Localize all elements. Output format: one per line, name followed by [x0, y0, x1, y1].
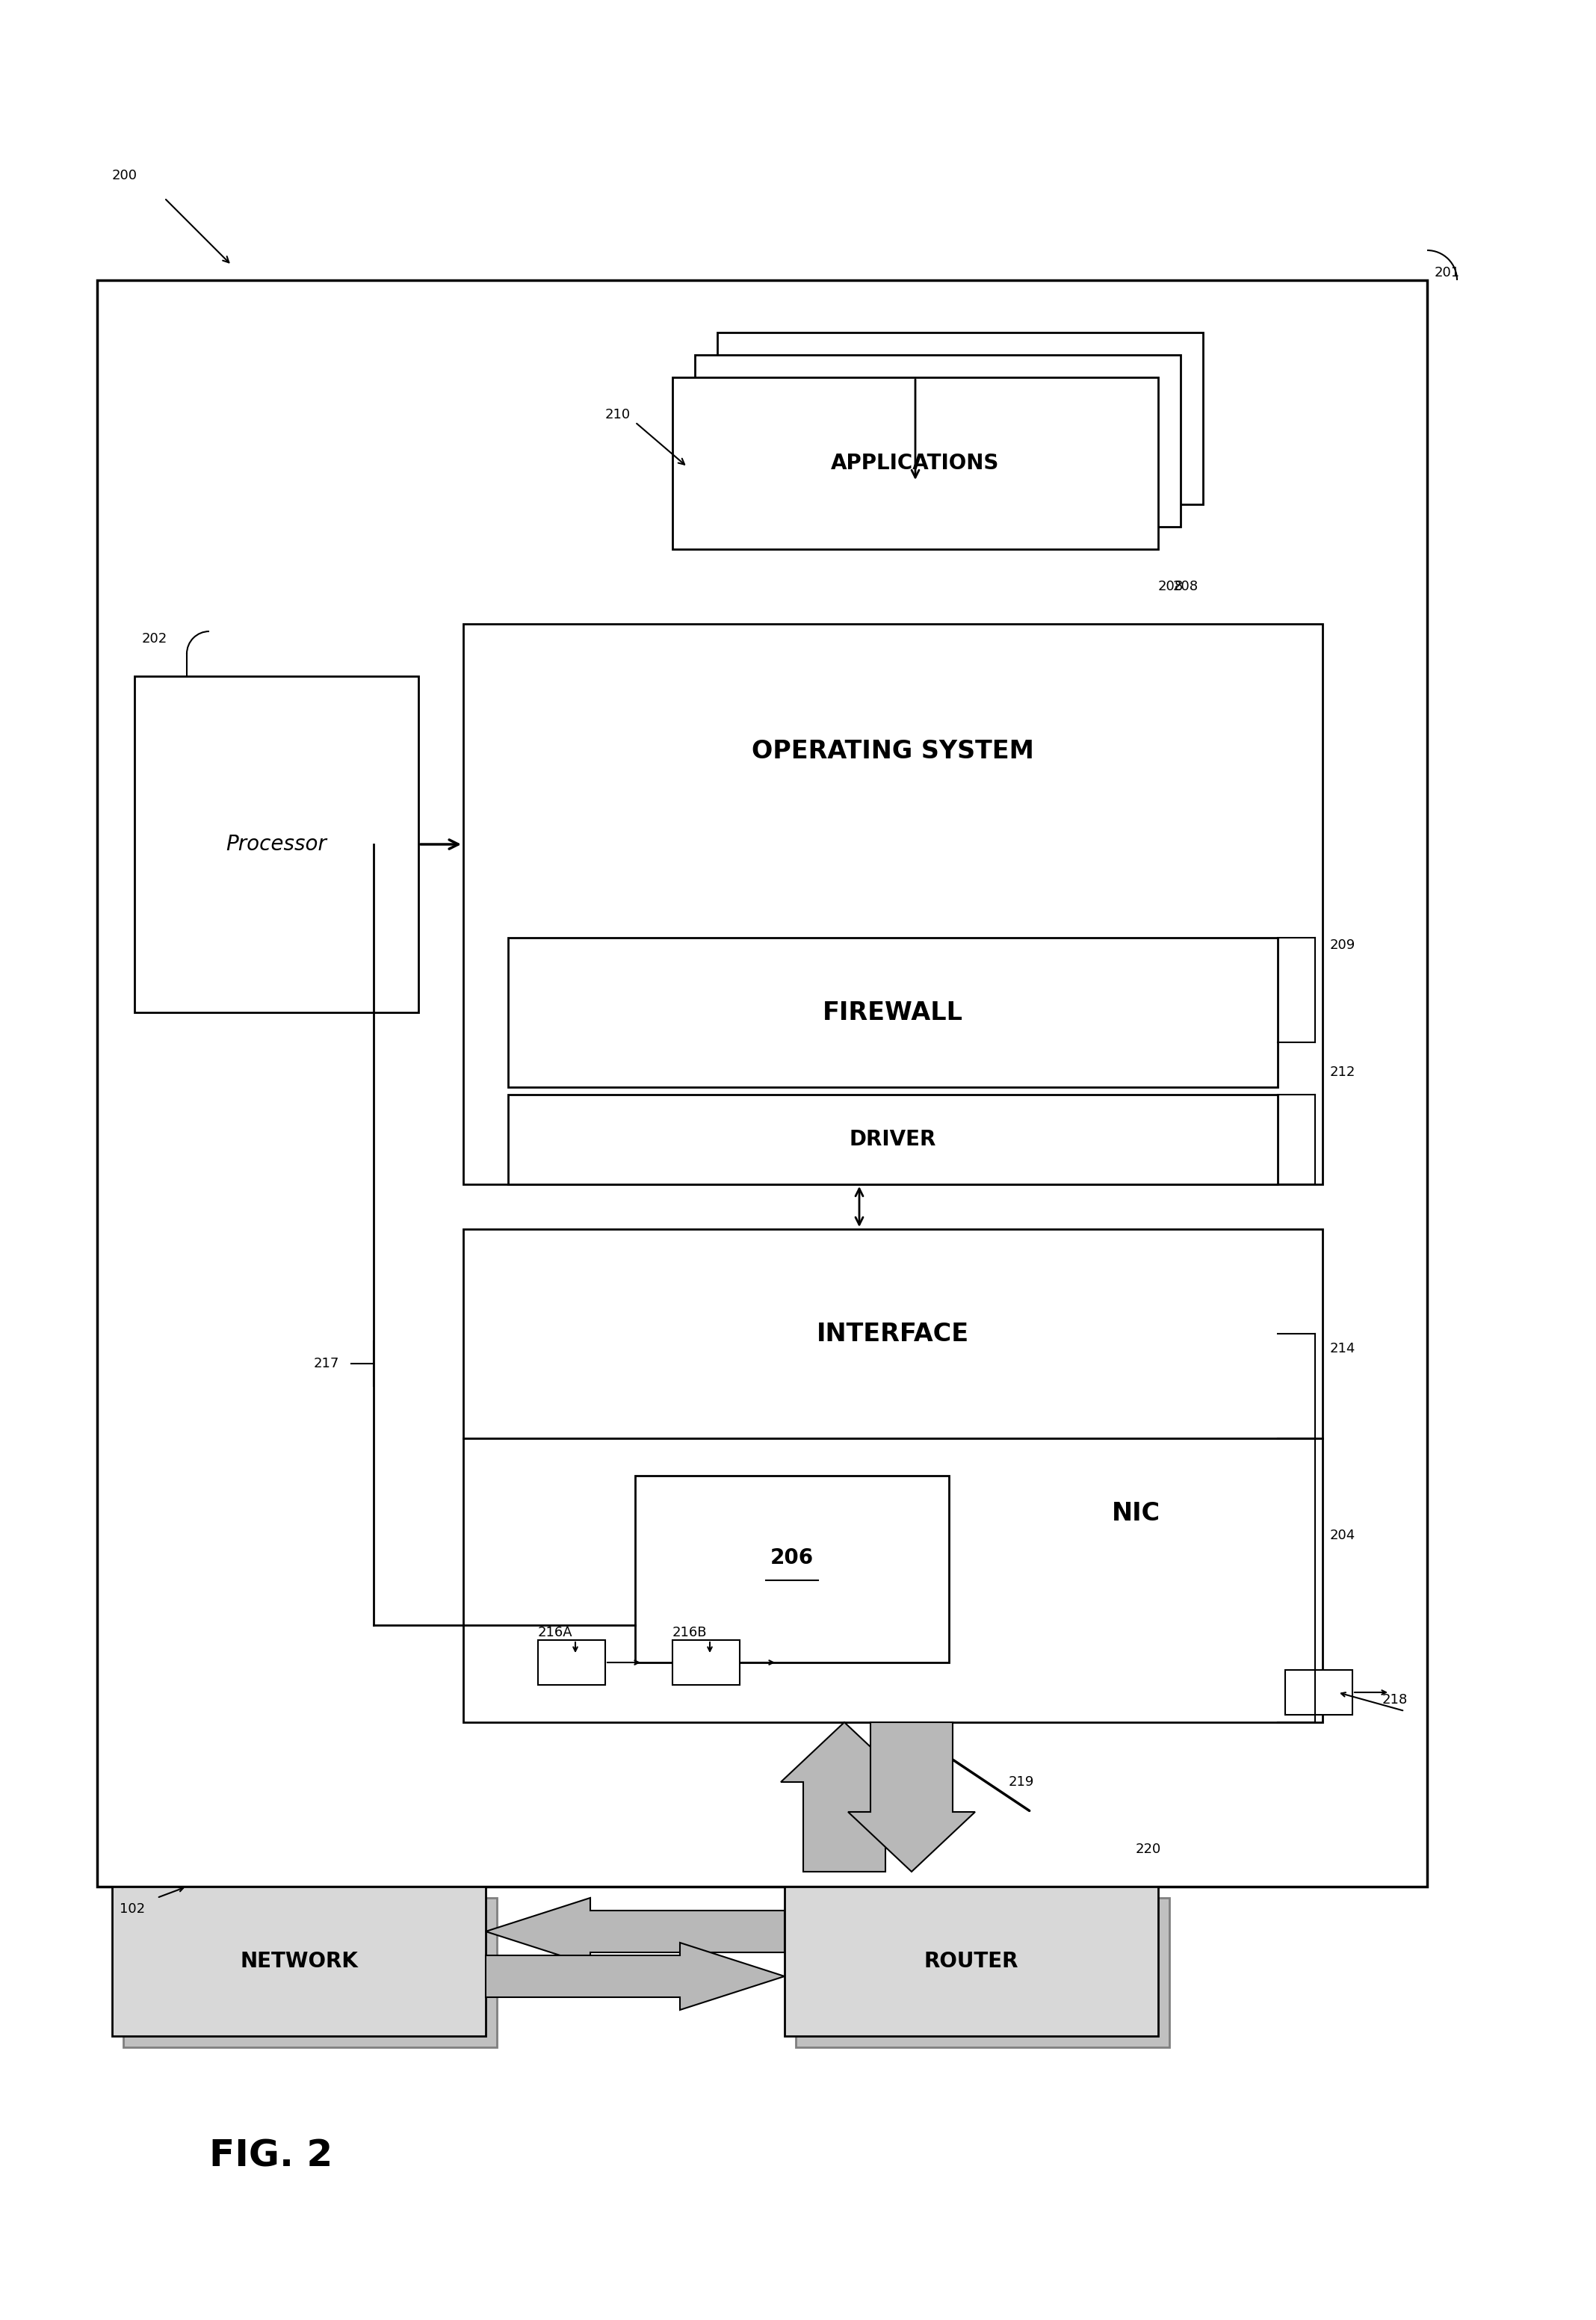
Text: APPLICATIONS: APPLICATIONS	[832, 452, 999, 473]
Text: 219: 219	[1009, 1775, 1034, 1789]
Bar	[717, 332, 1203, 503]
Bar	[694, 355, 1181, 527]
Text: 209: 209	[1329, 940, 1355, 951]
Text: FIREWALL: FIREWALL	[822, 1000, 962, 1025]
Text: 220: 220	[1136, 1842, 1162, 1856]
Text: DRIVER: DRIVER	[849, 1130, 937, 1151]
Bar	[672, 1640, 739, 1684]
Text: NETWORK: NETWORK	[239, 1951, 358, 1972]
Text: 217: 217	[314, 1357, 340, 1371]
Bar	[508, 1095, 1278, 1183]
Bar	[785, 1886, 1159, 2037]
Polygon shape	[485, 1898, 785, 1965]
Polygon shape	[485, 1942, 785, 2009]
Bar	[508, 937, 1278, 1088]
Bar	[112, 1886, 485, 2037]
Bar	[1285, 1670, 1352, 1714]
Bar	[463, 1438, 1323, 1721]
Text: 102: 102	[120, 1902, 145, 1916]
Text: 208: 208	[1159, 580, 1184, 594]
Text: 216B: 216B	[672, 1626, 707, 1640]
Bar	[672, 378, 1159, 550]
Bar	[635, 1476, 950, 1663]
Text: 201: 201	[1435, 267, 1460, 278]
Text: ROUTER: ROUTER	[924, 1951, 1018, 1972]
Polygon shape	[780, 1721, 908, 1872]
Text: INTERFACE: INTERFACE	[817, 1322, 969, 1346]
Text: 208: 208	[1173, 580, 1199, 594]
Text: 210: 210	[605, 408, 630, 422]
Text: OPERATING SYSTEM: OPERATING SYSTEM	[752, 738, 1034, 763]
Bar	[463, 624, 1323, 1183]
Bar	[538, 1640, 605, 1684]
Bar	[97, 281, 1427, 1886]
Text: Processor: Processor	[227, 833, 327, 854]
Text: 206: 206	[771, 1547, 814, 1568]
Text: 214: 214	[1329, 1341, 1355, 1355]
Bar	[134, 675, 418, 1012]
Text: 200: 200	[112, 169, 137, 183]
Bar	[463, 1230, 1323, 1438]
Text: NIC: NIC	[1111, 1501, 1160, 1524]
Bar	[796, 1898, 1170, 2046]
Text: 218: 218	[1382, 1694, 1408, 1708]
Polygon shape	[847, 1721, 975, 1872]
Text: FIG. 2: FIG. 2	[209, 2137, 332, 2174]
Text: 202: 202	[142, 631, 168, 645]
Text: 216A: 216A	[538, 1626, 573, 1640]
Text: 204: 204	[1329, 1529, 1355, 1543]
Text: 212: 212	[1329, 1065, 1355, 1079]
Bar	[123, 1898, 496, 2046]
